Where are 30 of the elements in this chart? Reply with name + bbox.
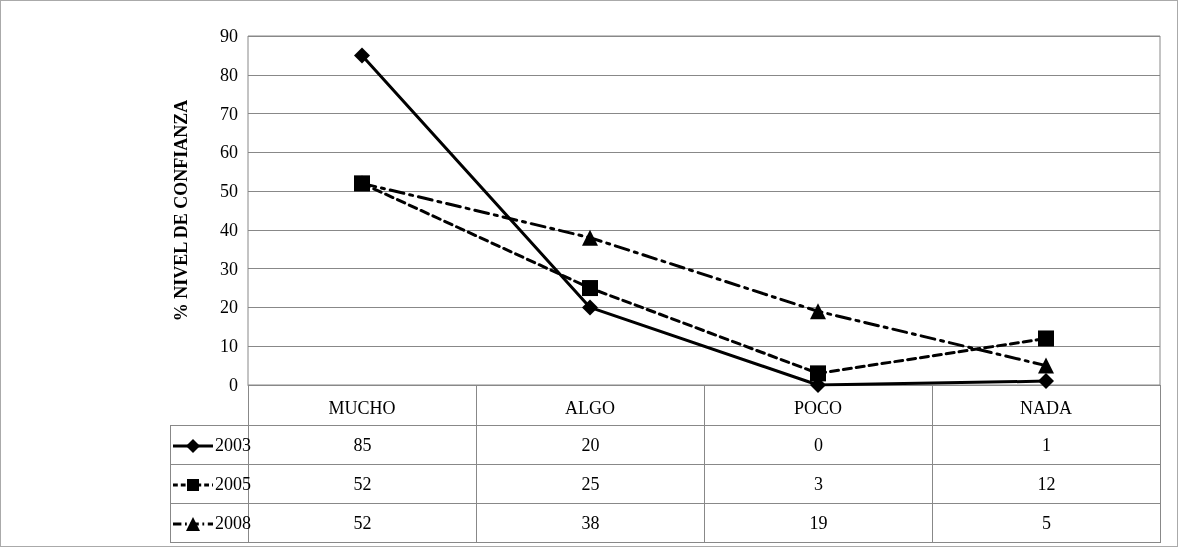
y-tick-label: 40 <box>220 219 238 240</box>
legend-label: 2005 <box>215 473 251 494</box>
x-tick-label: ALGO <box>565 398 615 418</box>
data-label: 25 <box>476 464 705 504</box>
y-tick-label: 30 <box>220 258 238 279</box>
data-label: 38 <box>476 503 705 543</box>
y-tick-label: 50 <box>220 181 238 202</box>
legend-label: 2003 <box>215 434 251 455</box>
y-tick-label: 20 <box>220 297 238 318</box>
data-label: 3 <box>704 464 933 504</box>
data-label: 20 <box>476 425 705 465</box>
legend-label: 2008 <box>215 512 251 533</box>
data-label: 52 <box>353 473 372 494</box>
data-label: 52 <box>353 512 372 533</box>
y-tick-label: 90 <box>220 26 238 46</box>
data-label: 5 <box>932 503 1161 543</box>
y-tick-label: 80 <box>220 64 238 85</box>
data-label: 19 <box>704 503 933 543</box>
data-label: 0 <box>704 425 933 465</box>
data-label: 85 <box>353 434 372 455</box>
x-tick-label: MUCHO <box>328 398 396 418</box>
y-tick-label: 70 <box>220 103 238 124</box>
y-tick-label: 0 <box>229 375 238 395</box>
y-tick-label: 60 <box>220 142 238 163</box>
data-label: 12 <box>932 464 1161 504</box>
x-tick-label: NADA <box>1020 398 1072 418</box>
data-label: 1 <box>932 425 1161 465</box>
x-tick-label: POCO <box>793 398 843 418</box>
y-axis-title: % NIVEL DE CONFIANZA <box>171 99 191 322</box>
y-tick-label: 10 <box>220 336 238 357</box>
